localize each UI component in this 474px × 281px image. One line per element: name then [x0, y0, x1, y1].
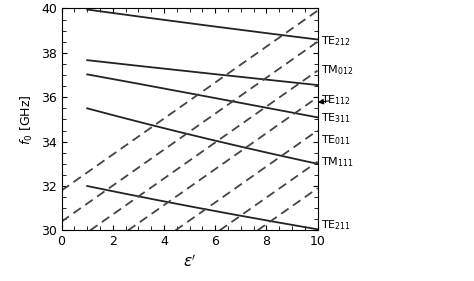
Text: TE$_{112}$: TE$_{112}$: [321, 94, 351, 107]
Text: TE$_{311}$: TE$_{311}$: [321, 111, 352, 125]
Text: TE$_{011}$: TE$_{011}$: [321, 133, 352, 148]
Text: TM$_{111}$: TM$_{111}$: [321, 155, 354, 169]
Text: TE$_{212}$: TE$_{212}$: [321, 34, 351, 47]
Text: TE$_{211}$: TE$_{211}$: [321, 218, 352, 232]
X-axis label: $\varepsilon'$: $\varepsilon'$: [182, 254, 197, 270]
Y-axis label: $f_0$ [GHz]: $f_0$ [GHz]: [19, 94, 36, 145]
Text: TM$_{012}$: TM$_{012}$: [321, 64, 354, 78]
